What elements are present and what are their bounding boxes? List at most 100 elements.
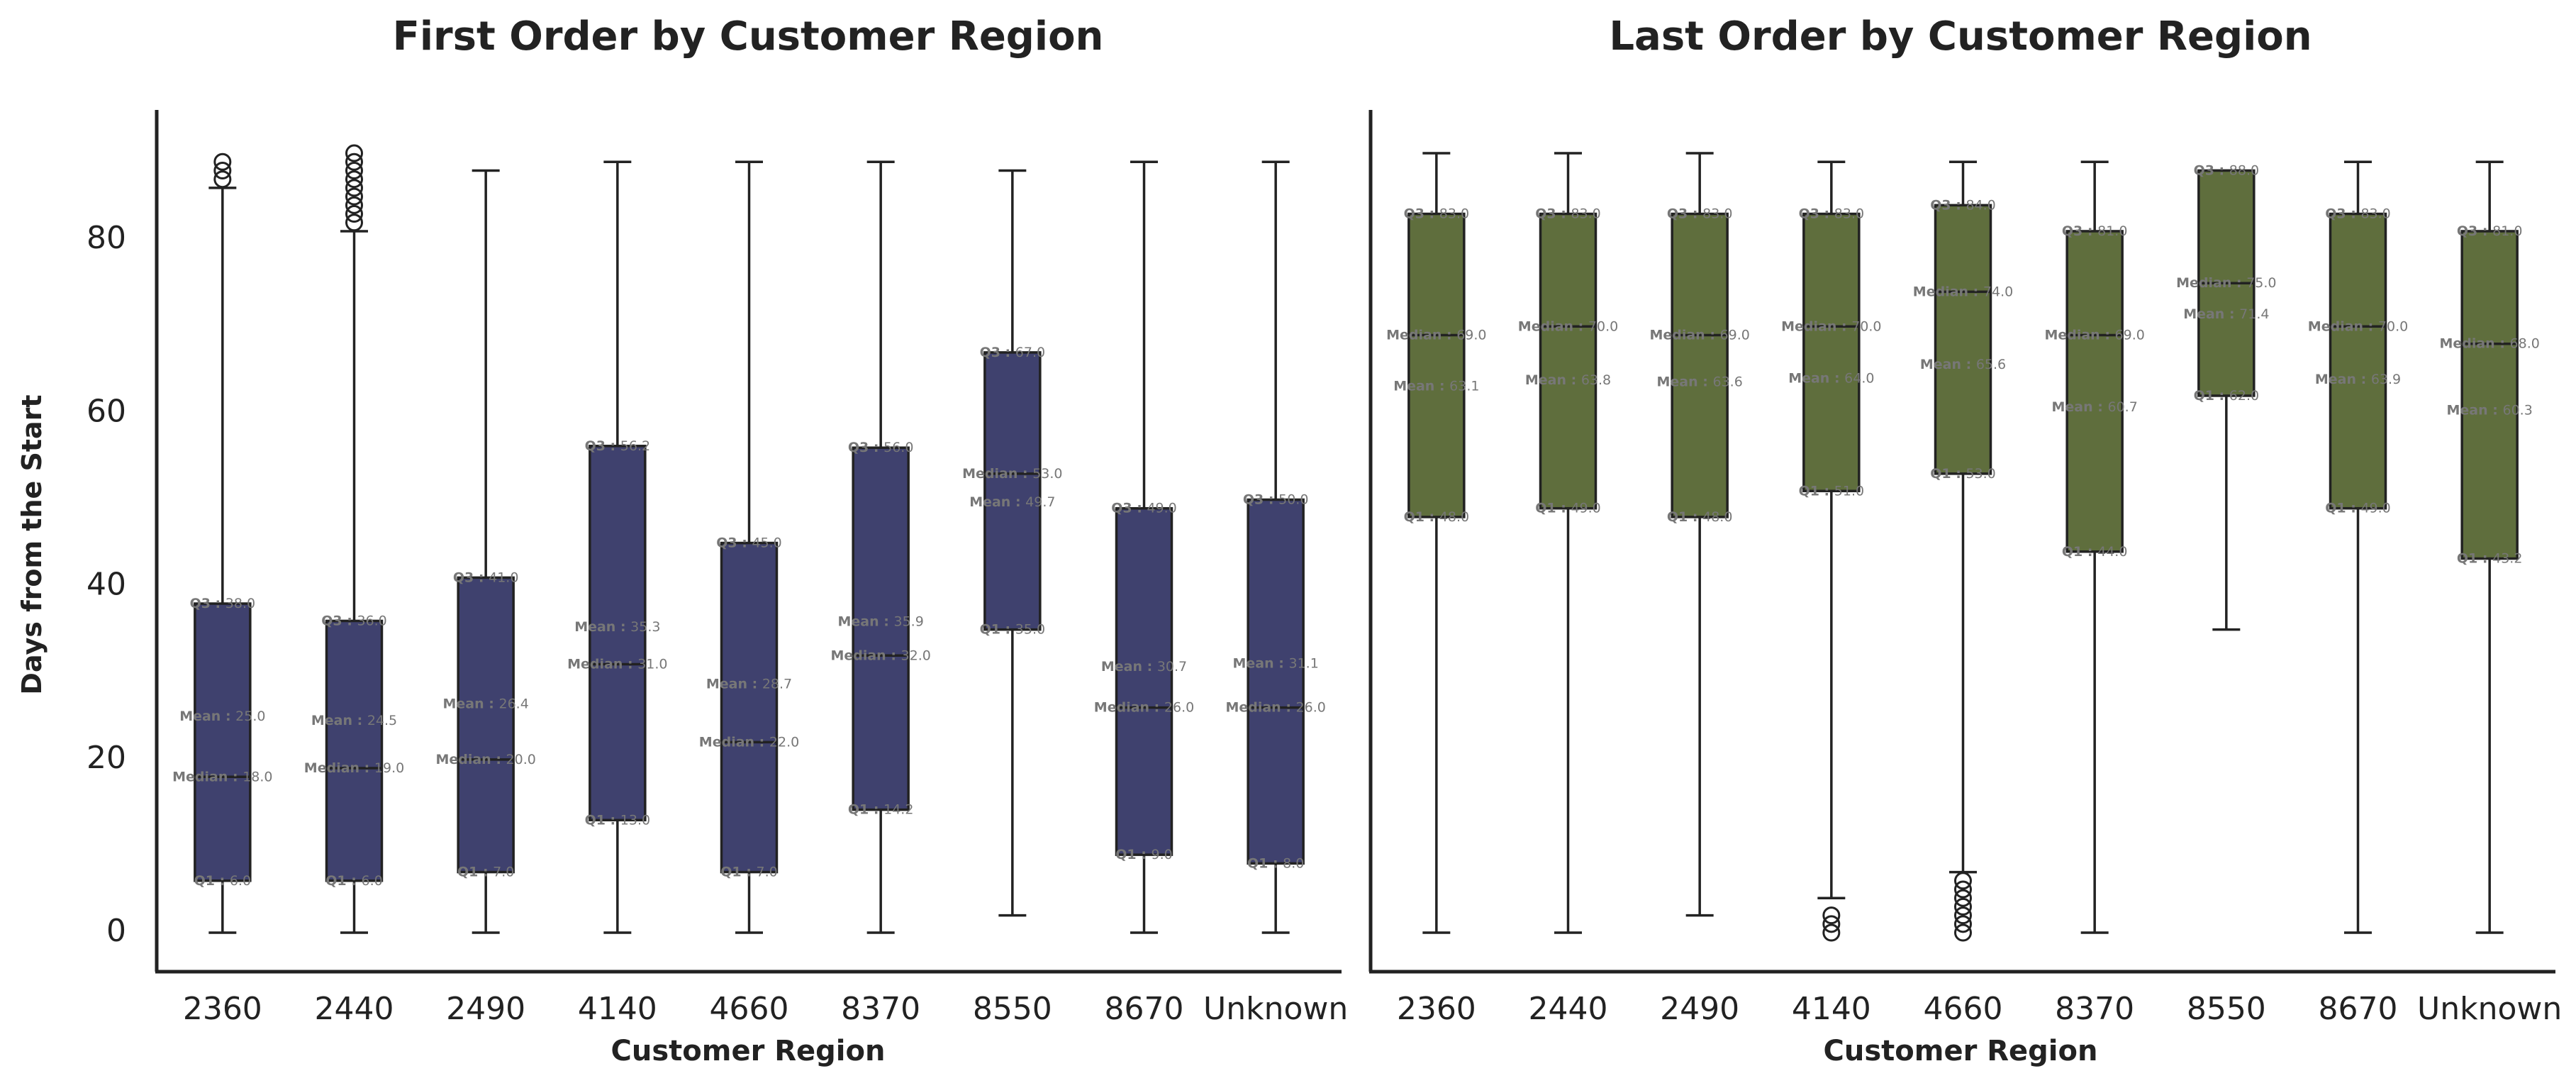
right-median-annotation: Median : 70.0: [2308, 318, 2408, 334]
left-q1-annotation: Q1 : 7.0: [720, 864, 777, 879]
left-q1-annotation: Q1 : 6.0: [325, 872, 382, 888]
y-tick-label: 60: [87, 393, 126, 429]
right-box: [1934, 204, 1992, 475]
right-x-tick-label: 8370: [2055, 991, 2134, 1027]
left-x-tick-label: 4140: [578, 991, 657, 1027]
left-box: [589, 445, 647, 822]
right-box: [2460, 230, 2519, 560]
left-outlier-point: [213, 152, 232, 171]
right-outlier-point: [1954, 906, 1972, 925]
right-box: [2329, 212, 2387, 510]
left-x-tick-label: 8550: [973, 991, 1052, 1027]
y-tick-label: 40: [87, 567, 126, 603]
right-mean-annotation: Mean : 64.0: [1788, 370, 1874, 386]
left-median-annotation: Median : 31.0: [567, 656, 667, 672]
left-mean-annotation: Mean : 26.4: [443, 696, 529, 711]
right-mean-annotation: Mean : 60.3: [2447, 402, 2533, 418]
right-outlier-point: [1954, 923, 1972, 942]
left-median-annotation: Median : 22.0: [699, 734, 799, 750]
right-outlier-point: [1954, 872, 1972, 890]
right-outlier-point: [1822, 906, 1841, 925]
left-median-annotation: Median : 26.0: [1225, 699, 1325, 715]
right-outlier-point: [1954, 880, 1972, 899]
right-mean-annotation: Mean : 63.9: [2315, 371, 2401, 387]
right-mean-annotation: Mean : 63.8: [1525, 372, 1611, 387]
left-mean-annotation: Mean : 49.7: [969, 494, 1055, 510]
right-q3-annotation: Q3 : 81.0: [2457, 223, 2523, 238]
left-q1-annotation: Q1 : 14.2: [848, 801, 914, 817]
right-mean-annotation: Mean : 63.1: [1393, 378, 1479, 394]
right-q3-annotation: Q3 : 83.0: [1799, 206, 1865, 221]
right-q1-annotation: Q1 : 62.0: [2194, 387, 2260, 403]
left-x-tick-label: 2440: [315, 991, 394, 1027]
right-mean-annotation: Mean : 71.4: [2183, 306, 2269, 322]
left-x-tick-label: 8670: [1105, 991, 1184, 1027]
right-x-tick-label: 2360: [1397, 991, 1476, 1027]
left-x-tick-label: 2360: [183, 991, 262, 1027]
left-outlier-point: [345, 196, 363, 214]
right-box: [1539, 212, 1598, 510]
right-median-annotation: Median : 68.0: [2439, 335, 2539, 351]
left-q3-annotation: Q3 : 50.0: [1243, 492, 1309, 507]
right-q1-annotation: Q1 : 48.0: [1667, 509, 1733, 524]
left-mean-annotation: Mean : 30.7: [1101, 659, 1187, 675]
left-outlier-point: [345, 144, 363, 162]
left-mean-annotation: Mean : 25.0: [179, 708, 265, 723]
left-q3-annotation: Q3 : 41.0: [453, 570, 519, 585]
right-median-annotation: Median : 69.0: [1649, 327, 1749, 343]
left-q3-annotation: Q3 : 67.0: [980, 344, 1046, 360]
left-box: [720, 541, 779, 874]
left-box: [194, 602, 252, 882]
left-q1-annotation: Q1 : 35.0: [980, 621, 1046, 637]
left-q1-annotation: Q1 : 7.0: [457, 864, 514, 879]
right-box: [1407, 212, 1466, 518]
right-q3-annotation: Q3 : 83.0: [2325, 206, 2391, 221]
left-x-axis-label: Customer Region: [611, 1035, 886, 1067]
right-median-annotation: Median : 69.0: [2044, 327, 2144, 343]
right-q1-annotation: Q1 : 49.0: [2325, 500, 2391, 516]
right-q1-annotation: Q1 : 51.0: [1799, 483, 1865, 499]
left-mean-annotation: Mean : 31.1: [1233, 655, 1319, 671]
right-q1-annotation: Q1 : 48.0: [1404, 509, 1470, 524]
right-mean-annotation: Mean : 63.6: [1657, 374, 1743, 389]
left-x-tick-label: 8370: [841, 991, 920, 1027]
left-outlier-point: [345, 205, 363, 223]
right-x-tick-label: 4140: [1792, 991, 1871, 1027]
right-median-annotation: Median : 74.0: [1913, 284, 2013, 299]
right-q3-annotation: Q3 : 83.0: [1667, 206, 1733, 221]
left-x-tick-label: 4660: [710, 991, 789, 1027]
left-box: [457, 576, 515, 874]
right-outlier-point: [1822, 915, 1841, 933]
left-q3-annotation: Q3 : 36.0: [321, 613, 387, 628]
right-q3-annotation: Q3 : 81.0: [2062, 223, 2128, 238]
right-outlier-point: [1822, 923, 1841, 942]
left-median-annotation: Median : 20.0: [435, 751, 535, 767]
right-q3-annotation: Q3 : 83.0: [1535, 206, 1601, 221]
left-outlier-point: [345, 213, 363, 232]
plot-area: 0 20 40 60 80 2360 Q3 : 38.0 Median : 18.0 Mean …: [87, 144, 2562, 1027]
right-mean-annotation: Mean : 65.6: [1920, 357, 2006, 372]
right-median-annotation: Median : 69.0: [1386, 327, 1486, 343]
left-q3-annotation: Q3 : 56.0: [848, 440, 914, 455]
right-median-annotation: Median : 75.0: [2176, 275, 2276, 291]
left-outlier-point: [345, 152, 363, 171]
right-q3-annotation: Q3 : 88.0: [2194, 162, 2260, 178]
y-tick-label: 80: [87, 220, 126, 256]
left-median-annotation: Median : 26.0: [1094, 699, 1194, 715]
left-box: [325, 619, 384, 882]
left-mean-annotation: Mean : 28.7: [706, 676, 792, 692]
right-x-tick-label: 8550: [2187, 991, 2266, 1027]
left-outlier-point: [213, 170, 232, 189]
right-outlier-point: [1954, 889, 1972, 907]
left-median-annotation: Median : 18.0: [172, 769, 272, 784]
right-q1-annotation: Q1 : 49.0: [1535, 500, 1601, 516]
right-q1-annotation: Q1 : 44.0: [2062, 543, 2128, 559]
left-box: [1115, 506, 1173, 856]
right-box: [2065, 230, 2124, 553]
right-x-tick-label: 2440: [1529, 991, 1608, 1027]
right-x-tick-label: Unknown: [2417, 991, 2562, 1027]
right-q1-annotation: Q1 : 53.0: [1930, 465, 1996, 481]
left-median-annotation: Median : 32.0: [830, 648, 930, 663]
right-outlier-point: [1954, 897, 1972, 916]
